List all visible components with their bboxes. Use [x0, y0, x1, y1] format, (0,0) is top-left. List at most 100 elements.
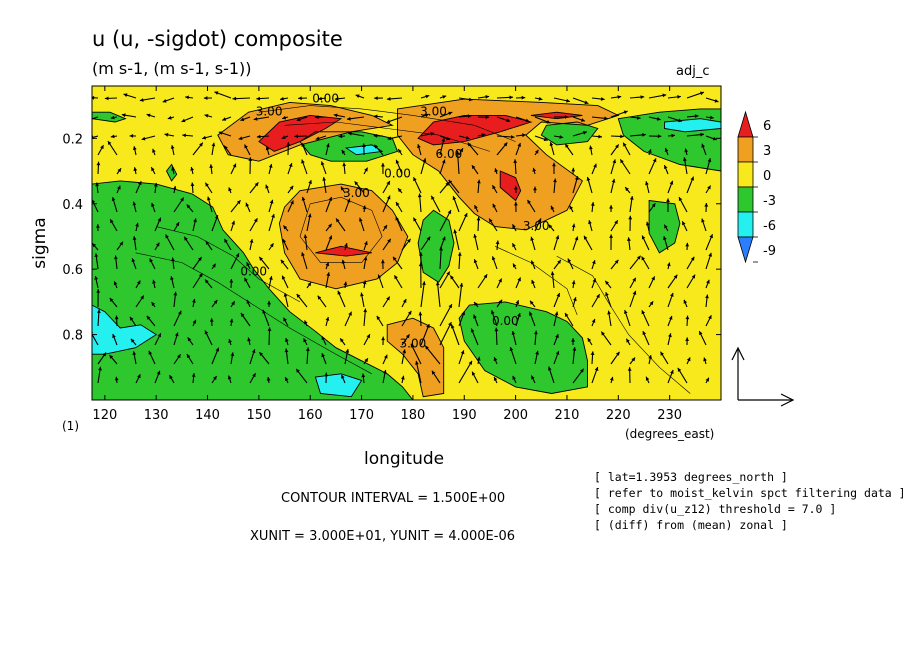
- vector-arrowhead-81: [373, 133, 378, 138]
- x-tick-label-11: 230: [657, 408, 682, 423]
- contour-line-11: [664, 118, 721, 133]
- vector-arrowhead-397: [114, 315, 119, 320]
- vector-arrowhead-413: [418, 311, 423, 316]
- vector-arrowhead-296: [709, 234, 713, 239]
- vector-arrowhead-31: [700, 91, 704, 96]
- vector-arrowhead-450: [494, 327, 499, 332]
- vector-arrowhead-78: [315, 136, 320, 141]
- vector-arrowhead-439: [285, 338, 289, 342]
- fill-region-level-neg3-9: [166, 164, 177, 181]
- vector-arrowhead-371: [246, 299, 251, 304]
- vector-arrowhead-340: [281, 275, 286, 280]
- vector-arrowhead-93: [620, 134, 624, 139]
- vector-arrowhead-360: [673, 274, 678, 279]
- vector-arrowhead-188: [533, 186, 537, 191]
- vector-arrowhead-104: [199, 142, 203, 147]
- vector-arrowhead-22: [521, 95, 526, 100]
- vector-arrowhead-253: [512, 224, 516, 229]
- vector-arrowhead-204: [207, 196, 211, 201]
- vector-arrowhead-21: [509, 95, 513, 100]
- vector-arrowhead-42: [253, 117, 258, 121]
- vector-arrowhead-324: [614, 259, 619, 264]
- vector-arrowhead-181: [398, 188, 402, 193]
- vector-arrowhead-212: [362, 205, 367, 210]
- vector-arrowhead-139: [232, 163, 237, 168]
- vector-arrowhead-480: [425, 345, 429, 350]
- vector-arrowhead-468: [215, 347, 220, 352]
- vector-arrowhead-201: [151, 202, 155, 207]
- vector-arrowhead-161: [652, 158, 657, 163]
- fill-region-level-neg3-5: [459, 301, 588, 394]
- vector-arrowhead-352: [517, 277, 521, 282]
- vector-arrowhead-515: [472, 371, 476, 376]
- vector-arrowhead-491: [648, 355, 652, 359]
- vector-arrowhead-183: [445, 182, 450, 187]
- vector-arrowhead-376: [337, 290, 342, 295]
- vector-arrowhead-523: [627, 367, 632, 371]
- vector-arrowhead-157: [571, 167, 576, 172]
- vector-arrowhead-327: [666, 262, 671, 267]
- vector-arrowhead-437: [247, 337, 251, 342]
- vector-arrowhead-12: [318, 96, 322, 101]
- contour-label-4: 0.00: [384, 167, 411, 181]
- contour-line-15: [397, 98, 620, 231]
- vector-arrowhead-430: [112, 334, 116, 338]
- vector-arrowhead-356: [592, 278, 597, 283]
- vector-arrowhead-191: [586, 177, 591, 181]
- vector-arrowhead-412: [407, 310, 412, 315]
- vector-arrowhead-521: [594, 367, 599, 371]
- vector-arrowhead-214: [396, 202, 400, 206]
- vector-arrowhead-52: [467, 114, 472, 118]
- vector-arrowhead-100: [107, 141, 112, 145]
- vector-arrowhead-494: [703, 357, 707, 362]
- vector-arrowhead-98: [712, 136, 717, 141]
- vector-arrowhead-210: [328, 197, 333, 201]
- y-tick-label-3: 0.8: [62, 329, 83, 344]
- vector-arrowhead-74: [238, 136, 243, 141]
- vector-arrowhead-97: [700, 132, 704, 137]
- contour-label-9: 3.00: [400, 337, 427, 351]
- vector-arrowhead-457: [626, 338, 630, 343]
- vector-arrowhead-402: [209, 318, 214, 322]
- vector-arrowhead-103: [170, 145, 175, 149]
- colorbar-label-2: 0: [763, 169, 771, 184]
- x-tick-label-10: 220: [606, 408, 631, 423]
- vector-arrowhead-285: [495, 240, 500, 245]
- vector-arrowhead-111: [326, 143, 330, 148]
- vector-arrowhead-202: [180, 197, 184, 202]
- vector-arrowhead-178: [340, 186, 345, 191]
- vector-arrowhead-347: [418, 262, 423, 267]
- contour-line-5: [458, 301, 588, 394]
- contour-label-6: 3.00: [523, 219, 550, 233]
- vector-arrowhead-200: [132, 201, 137, 206]
- vector-arrowhead-92: [598, 134, 602, 139]
- vector-arrowhead-24: [566, 98, 570, 103]
- vector-arrowhead-396: [97, 309, 101, 313]
- vector-arrowhead-112: [341, 149, 346, 154]
- vector-arrowhead-304: [235, 253, 240, 258]
- colorbar-swatch-5: [737, 236, 754, 264]
- vector-arrowhead-169: [172, 186, 177, 190]
- vector-arrowhead-349: [450, 275, 454, 280]
- vector-arrowhead-475: [345, 349, 350, 353]
- vector-arrowhead-156: [552, 162, 556, 167]
- vector-arrowhead-460: [685, 337, 689, 341]
- vector-arrowhead-32: [714, 99, 719, 103]
- vector-arrowhead-164: [707, 158, 712, 163]
- vector-arrowhead-500: [191, 373, 196, 377]
- vector-arrowhead-190: [574, 176, 579, 181]
- vector-arrowhead-243: [328, 223, 332, 228]
- contour-fill-regions: [92, 86, 721, 400]
- vector-arrowhead-449: [470, 328, 475, 333]
- note-line-1: [ lat=1.3953 degrees_north ]: [594, 470, 788, 484]
- vector-arrowhead-331: [113, 281, 118, 286]
- vector-arrowhead-416: [473, 314, 477, 319]
- vector-arrowhead-59: [604, 116, 608, 121]
- vector-arrowhead-121: [517, 142, 521, 147]
- vector-arrowhead-261: [664, 224, 668, 229]
- vector-arrowhead-256: [571, 223, 576, 228]
- vector-arrowhead-158: [593, 163, 597, 168]
- vector-arrowhead-403: [229, 318, 234, 323]
- vector-arrowhead-378: [386, 296, 390, 301]
- vector-arrowhead-282: [442, 236, 446, 241]
